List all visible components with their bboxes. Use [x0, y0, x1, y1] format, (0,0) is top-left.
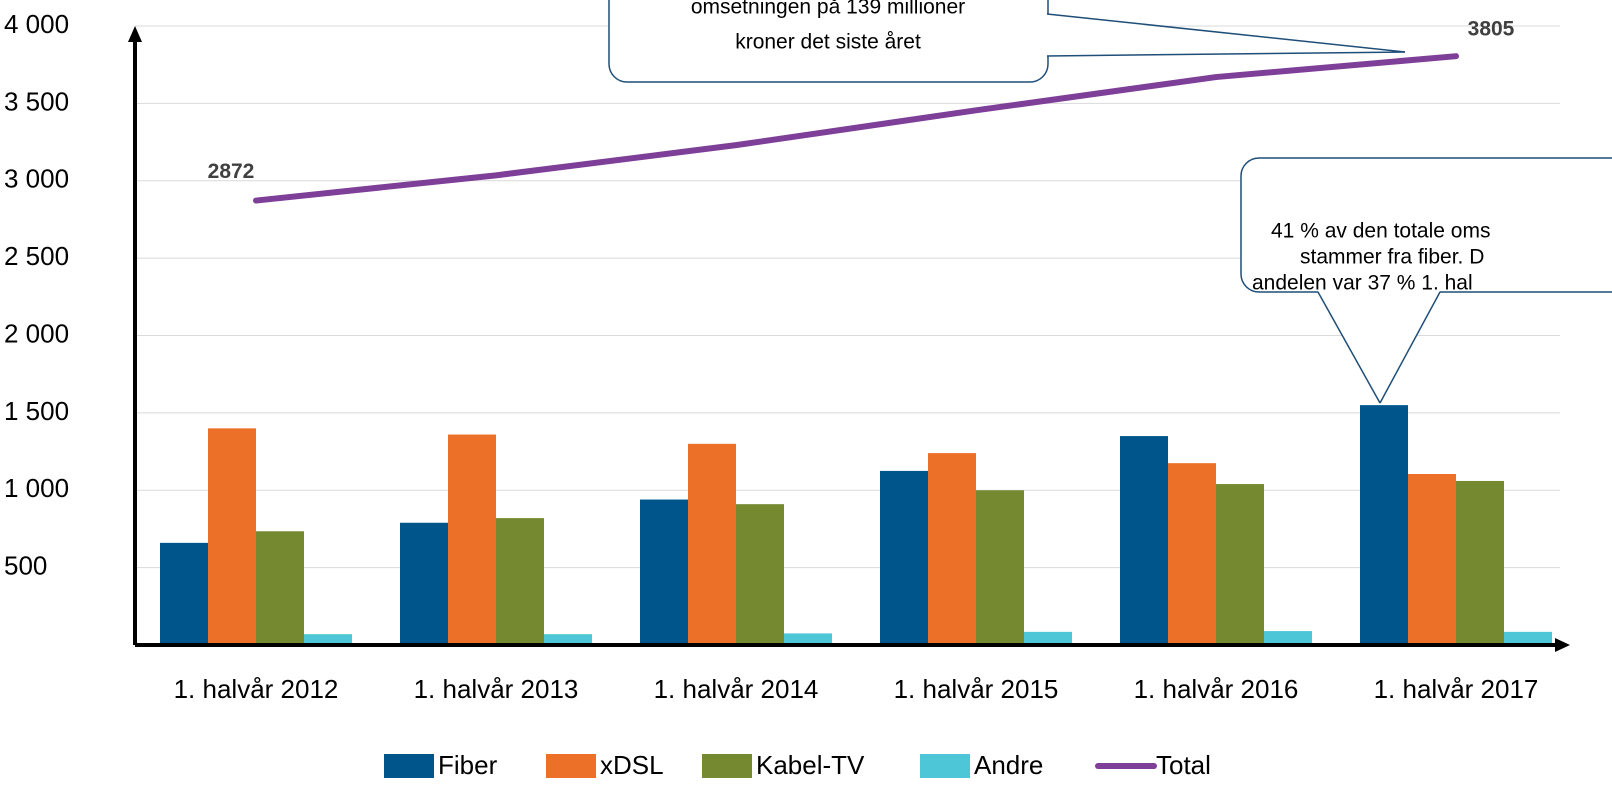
bar — [496, 518, 544, 645]
callout-edge — [1379, 291, 1441, 404]
y-tick-label: 1 000 — [4, 473, 69, 503]
callout-text: andelen var 37 % 1. hal — [1252, 272, 1473, 295]
bar — [448, 434, 496, 645]
data-label: 2872 — [208, 160, 255, 183]
line — [253, 53, 1459, 204]
callout-top: omsetningen på 139 millioner kroner det … — [608, 0, 1406, 83]
y-tick-label: 500 — [4, 551, 47, 581]
x-tick-label: 1. halvår 2016 — [1134, 674, 1299, 704]
legend-label: Total — [1156, 750, 1211, 780]
callout-pointer — [1318, 291, 1440, 403]
bar — [1264, 631, 1312, 645]
bar — [1360, 405, 1408, 645]
bar — [784, 633, 832, 645]
legend-label: Kabel-TV — [756, 750, 865, 780]
legend-swatch — [384, 754, 434, 778]
legend-label: xDSL — [600, 750, 664, 780]
callout-edge — [1046, 13, 1406, 53]
x-tick-label: 1. halvår 2013 — [414, 674, 579, 704]
data-label: 3805 — [1468, 18, 1515, 41]
callout-right: 41 % av den totale oms stammer fra fiber… — [1240, 157, 1612, 404]
callout-text: omsetningen på 139 millioner — [691, 0, 965, 19]
bar — [544, 634, 592, 645]
bar — [736, 504, 784, 645]
bar — [1216, 484, 1264, 645]
y-axis-arrow — [128, 26, 142, 42]
legend-swatch — [546, 754, 596, 778]
bar — [400, 522, 448, 645]
bar — [208, 428, 256, 645]
callout-edge — [1046, 51, 1406, 57]
bar — [256, 531, 304, 645]
legend-swatch — [702, 754, 752, 778]
bar — [976, 490, 1024, 645]
y-tick-label: 3 000 — [4, 164, 69, 194]
callout-text: 41 % av den totale oms — [1271, 220, 1490, 243]
bar — [1408, 474, 1456, 645]
callout-edge — [1317, 291, 1381, 404]
bar — [304, 634, 352, 645]
bar — [1120, 436, 1168, 645]
legend-label: Andre — [974, 750, 1043, 780]
legend-swatch — [920, 754, 970, 778]
bar — [1024, 631, 1072, 645]
bar — [1504, 631, 1552, 645]
legend: Fiber xDSL Kabel-TV Andre Total — [384, 750, 1211, 780]
labels: 500 1 000 1 500 2 000 2 500 3 000 3 500 4 000 1.… — [4, 9, 1538, 704]
bar — [688, 443, 736, 645]
x-tick-label: 1. halvår 2015 — [894, 674, 1059, 704]
x-tick-label: 1. halvår 2017 — [1374, 674, 1539, 704]
callout-text: stammer fra fiber. D — [1300, 246, 1484, 269]
bar — [640, 499, 688, 645]
y-tick-label: 4 000 — [4, 9, 69, 39]
bar — [1168, 463, 1216, 645]
x-tick-label: 1. halvår 2014 — [654, 674, 819, 704]
bar — [928, 453, 976, 645]
bar — [880, 470, 928, 645]
y-tick-label: 3 500 — [4, 86, 69, 116]
y-tick-label: 2 000 — [4, 318, 69, 348]
bar — [1456, 480, 1504, 645]
bars — [160, 405, 1552, 645]
callout-pointer — [1046, 14, 1405, 56]
grid — [135, 25, 1560, 569]
y-tick-label: 2 500 — [4, 241, 69, 271]
callout-text: kroner det siste året — [735, 31, 921, 54]
legend-label: Fiber — [438, 750, 498, 780]
lines — [253, 53, 1459, 204]
y-tick-label: 1 500 — [4, 396, 69, 426]
x-axis-arrow — [1555, 638, 1570, 652]
x-tick-label: 1. halvår 2012 — [174, 674, 339, 704]
callout-box — [1240, 157, 1612, 293]
bar — [160, 542, 208, 645]
